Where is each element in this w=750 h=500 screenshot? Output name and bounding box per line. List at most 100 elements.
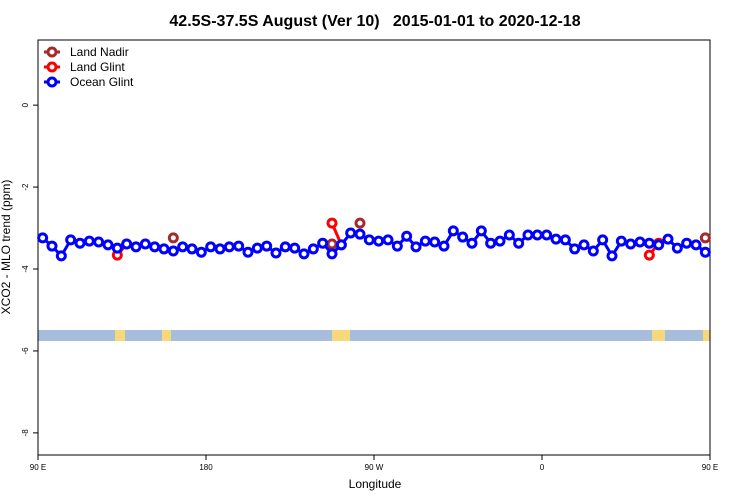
data-point xyxy=(653,239,665,251)
legend-label: Land Glint xyxy=(70,60,125,74)
data-point xyxy=(102,239,114,251)
data-point xyxy=(429,236,441,248)
data-point xyxy=(363,234,375,246)
y-tick-label: -8 xyxy=(21,429,30,437)
data-point xyxy=(83,235,95,247)
data-point xyxy=(223,241,235,253)
data-point xyxy=(643,237,655,249)
data-point xyxy=(699,246,711,258)
data-point xyxy=(74,237,86,249)
data-point xyxy=(177,241,189,253)
data-point xyxy=(671,242,683,254)
legend-marker xyxy=(46,61,58,73)
legend-marker xyxy=(46,76,58,88)
x-tick-label: 90 W xyxy=(365,463,384,472)
data-point xyxy=(475,225,487,237)
data-point xyxy=(37,232,49,244)
legend-marker xyxy=(46,46,58,58)
data-point xyxy=(578,239,590,251)
data-point xyxy=(186,243,198,255)
y-axis-label: XCO2 - MLO trend (ppm) xyxy=(0,180,13,315)
data-point xyxy=(233,240,245,252)
data-point xyxy=(587,245,599,257)
data-point xyxy=(326,217,338,229)
ocean-strip xyxy=(38,330,710,341)
data-point xyxy=(531,229,543,241)
data-point xyxy=(606,250,618,262)
land-patch xyxy=(703,330,710,341)
data-point xyxy=(251,242,263,254)
data-point xyxy=(167,245,179,257)
data-point xyxy=(158,243,170,255)
data-point xyxy=(93,236,105,248)
data-point xyxy=(46,240,58,252)
x-tick-label: 90 E xyxy=(30,463,46,472)
data-point xyxy=(681,237,693,249)
data-point xyxy=(401,230,413,242)
y-tick-label: -6 xyxy=(21,347,30,355)
data-point xyxy=(522,229,534,241)
data-point xyxy=(550,233,562,245)
data-point xyxy=(55,250,67,262)
data-point xyxy=(373,235,385,247)
data-point xyxy=(214,243,226,255)
data-point xyxy=(494,235,506,247)
data-point xyxy=(326,238,338,250)
x-tick-label: 0 xyxy=(540,463,545,472)
data-point xyxy=(354,228,366,240)
data-point xyxy=(634,236,646,248)
data-point xyxy=(569,243,581,255)
data-point xyxy=(410,241,422,253)
data-point xyxy=(354,217,366,229)
data-point xyxy=(466,237,478,249)
data-point xyxy=(139,238,151,250)
data-point xyxy=(391,240,403,252)
x-axis-label: Longitude xyxy=(349,477,402,491)
land-patch xyxy=(162,330,171,341)
data-point xyxy=(643,249,655,261)
y-tick-label: -2 xyxy=(21,183,30,191)
data-point xyxy=(335,239,347,251)
data-point xyxy=(597,234,609,246)
x-tick-label: 90 E xyxy=(702,463,718,472)
data-point xyxy=(690,239,702,251)
data-point xyxy=(279,241,291,253)
land-patch xyxy=(332,330,350,341)
data-point xyxy=(121,238,133,250)
data-point xyxy=(270,247,282,259)
data-point xyxy=(699,232,711,244)
data-point xyxy=(242,246,254,258)
y-tick-label: -4 xyxy=(21,265,30,273)
data-point xyxy=(615,235,627,247)
data-point xyxy=(503,229,515,241)
data-point xyxy=(65,234,77,246)
data-point xyxy=(625,238,637,250)
data-point xyxy=(419,235,431,247)
data-point xyxy=(130,241,142,253)
data-point xyxy=(382,234,394,246)
data-point xyxy=(559,234,571,246)
data-point xyxy=(317,237,329,249)
land-patch xyxy=(652,330,665,341)
data-point xyxy=(307,243,319,255)
data-point xyxy=(326,248,338,260)
data-point xyxy=(457,231,469,243)
chart-title: 42.5S-37.5S August (Ver 10) 2015-01-01 t… xyxy=(169,13,580,30)
data-point xyxy=(662,233,674,245)
data-point xyxy=(195,246,207,258)
data-point xyxy=(447,225,459,237)
data-point xyxy=(438,240,450,252)
surface-strip xyxy=(38,330,710,341)
data-point xyxy=(485,237,497,249)
data-point xyxy=(167,232,179,244)
land-patch xyxy=(115,330,125,341)
data-point xyxy=(289,242,301,254)
data-point xyxy=(298,248,310,260)
legend-label: Land Nadir xyxy=(70,45,129,59)
x-tick-label: 180 xyxy=(199,463,213,472)
legend-label: Ocean Glint xyxy=(70,75,134,89)
data-point xyxy=(111,242,123,254)
data-point xyxy=(261,240,273,252)
data-point xyxy=(149,241,161,253)
